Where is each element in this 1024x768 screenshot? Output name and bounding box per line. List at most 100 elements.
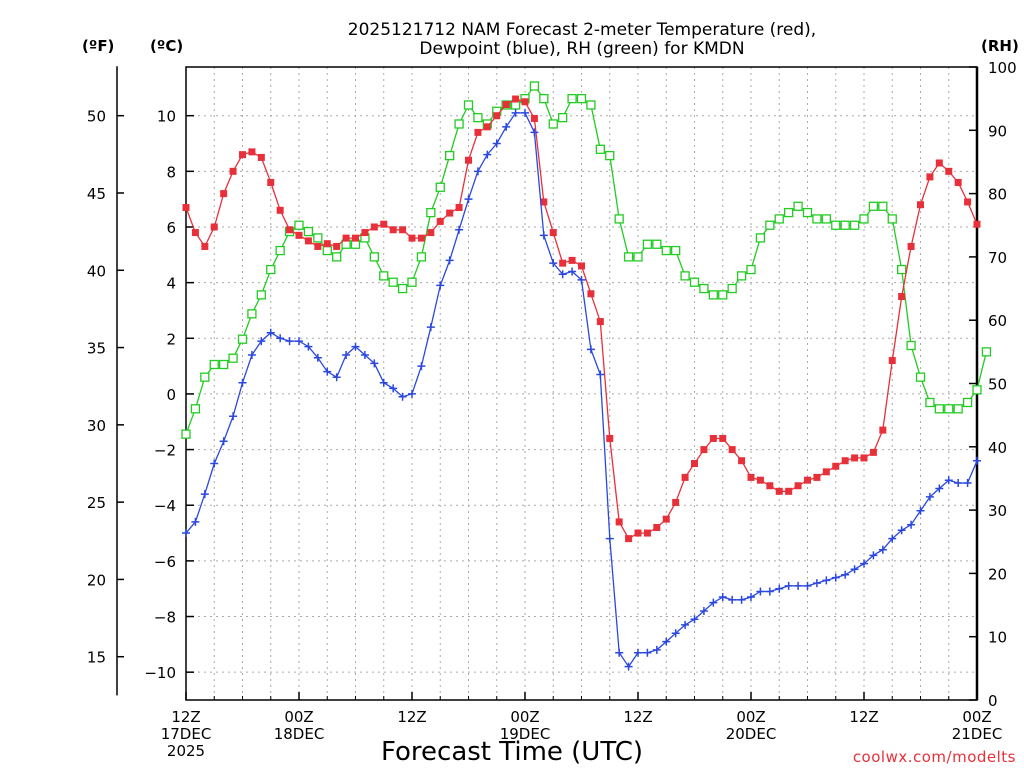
rh-point <box>445 150 455 161</box>
rh-tick-label: 30 <box>988 502 1007 520</box>
temperature-point <box>276 206 284 214</box>
rh-tick-label: 90 <box>988 122 1007 140</box>
rh-tick-label: 70 <box>988 249 1007 267</box>
x-tick-label: 12Z <box>623 708 652 726</box>
rh-point <box>925 397 935 408</box>
rh-point <box>718 290 728 300</box>
temperature-point <box>399 226 407 234</box>
dewpoint-point <box>652 645 661 654</box>
temperature-point <box>756 476 764 484</box>
dewpoint-point <box>728 595 737 604</box>
temperature-point <box>832 462 840 470</box>
celsius-axis-ticks: −10 −8 −6 −4 −2 0 2 4 6 8 10 <box>144 108 194 682</box>
celsius-tick-label: 2 <box>166 330 176 348</box>
temperature-point <box>191 229 199 237</box>
temperature-point <box>860 454 868 462</box>
rh-point <box>849 220 860 230</box>
temperature-point <box>549 229 557 237</box>
temperature-point <box>512 95 520 103</box>
rh-point <box>680 271 690 281</box>
x-tick-label: 21DEC <box>952 725 1003 743</box>
x-tick-label: 12Z <box>849 708 878 726</box>
rh-point <box>332 252 342 262</box>
fahrenheit-tick-label: 20 <box>87 571 106 589</box>
temperature-point <box>436 217 444 225</box>
rh-point <box>454 119 464 129</box>
x-tick-label: 12Z <box>171 708 200 726</box>
dewpoint-point <box>247 350 256 359</box>
rh-point <box>652 239 662 249</box>
temperature-point <box>370 223 378 231</box>
rh-point <box>228 353 238 363</box>
temperature-point <box>700 446 708 454</box>
dewpoint-point <box>360 350 369 359</box>
rh-point <box>812 214 822 224</box>
temperature-point <box>935 159 943 167</box>
dewpoint-point <box>266 328 275 337</box>
dewpoint-point <box>304 342 313 351</box>
dewpoint-point <box>219 437 228 446</box>
temperature-point <box>653 523 661 531</box>
fahrenheit-axis-ticks: 15 20 25 30 35 40 45 50 <box>87 108 124 667</box>
dewpoint-point <box>539 231 548 240</box>
temperature-point <box>898 293 906 301</box>
x-tick-label: 17DEC <box>161 725 212 743</box>
dewpoint-point <box>257 337 266 346</box>
celsius-tick-label: −6 <box>154 553 176 571</box>
rh-point <box>209 359 219 370</box>
rh-tick-label: 60 <box>988 312 1007 330</box>
dewpoint-point <box>944 476 953 485</box>
dewpoint-point <box>210 459 219 468</box>
x-tick-label: 00Z <box>284 708 313 726</box>
dewpoint-point <box>577 275 586 284</box>
dewpoint-point <box>549 259 558 268</box>
rh-point <box>689 277 700 287</box>
dewpoint-point <box>973 456 981 465</box>
rh-point <box>548 119 558 129</box>
rh-point <box>200 372 210 382</box>
dewpoint-point <box>455 225 464 234</box>
rh-point <box>821 214 831 224</box>
rh-point <box>463 100 474 110</box>
rh-point <box>868 201 879 211</box>
dewpoint-point <box>624 662 633 671</box>
temperature-point <box>596 318 604 326</box>
dewpoint-point <box>502 122 511 131</box>
celsius-tick-label: 4 <box>166 275 176 293</box>
rh-point <box>962 397 973 408</box>
dewpoint-point <box>907 520 916 529</box>
celsius-tick-label: 8 <box>166 163 176 181</box>
rh-point <box>567 94 577 104</box>
dewpoint-point <box>586 345 595 354</box>
temperature-point <box>286 226 294 234</box>
x-tick-label: 19DEC <box>500 725 551 743</box>
dewpoint-point <box>436 281 445 290</box>
rh-point <box>576 94 587 104</box>
temperature-point <box>502 101 510 109</box>
temperature-point <box>728 446 736 454</box>
temperature-point <box>267 178 275 186</box>
dewpoint-point <box>408 389 416 398</box>
temperature-point <box>239 151 246 159</box>
dewpoint-point <box>803 581 812 590</box>
rh-point <box>303 226 314 237</box>
rh-point <box>435 182 445 192</box>
rh-point <box>878 201 888 211</box>
rh-point <box>944 404 954 414</box>
dewpoint-point <box>379 378 388 387</box>
temperature-point <box>719 434 727 442</box>
rh-point <box>915 372 926 382</box>
x-tick-label: 18DEC <box>274 725 325 743</box>
temperature-point <box>568 256 576 264</box>
rh-point <box>595 144 605 154</box>
rh-point <box>831 220 841 230</box>
dewpoint-point <box>200 490 209 499</box>
dewpoint-point <box>756 587 765 596</box>
rh-tick-label: 80 <box>988 186 1007 204</box>
temperature-point <box>530 114 538 122</box>
temperature-point <box>474 128 482 136</box>
dewpoint-point <box>417 362 426 371</box>
dewpoint-point <box>445 256 454 265</box>
temperature-point <box>691 459 698 467</box>
